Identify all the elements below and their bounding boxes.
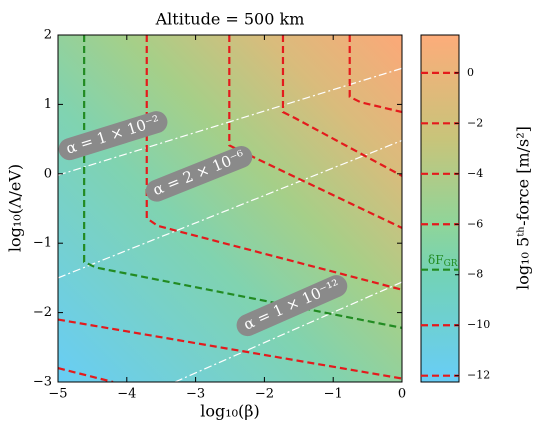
y-tick-label: −2 xyxy=(33,305,52,320)
x-tick-label: −5 xyxy=(48,387,67,402)
colorbar-tick-label: −6 xyxy=(467,217,483,230)
x-tick-label: 0 xyxy=(398,387,406,402)
x-tick-label: −2 xyxy=(255,387,274,402)
heatmap xyxy=(58,35,402,382)
gr-label-sub: GR xyxy=(444,259,458,269)
alpha-label-bg xyxy=(236,275,348,337)
alpha-line xyxy=(174,281,402,382)
contour-line xyxy=(58,318,402,380)
frame xyxy=(57,34,403,383)
colorbar-tick-label: −10 xyxy=(467,318,490,331)
colorbar-tick-label: −4 xyxy=(467,167,483,180)
x-tick-label: −3 xyxy=(186,387,205,402)
alpha-line xyxy=(58,67,402,176)
colorbar xyxy=(420,34,460,383)
y-tick-label: 1 xyxy=(44,97,52,112)
colorbar-tick-label: 0 xyxy=(467,66,474,79)
alpha-label-bg xyxy=(58,111,168,161)
y-tick-label: −3 xyxy=(33,375,52,390)
gr-label-main: δF xyxy=(428,253,444,267)
gr-label: δFGR xyxy=(428,253,458,269)
x-axis-label: log₁₀(β) xyxy=(200,402,260,421)
y-tick-label: 2 xyxy=(44,28,52,43)
y-axis-label: log₁₀(Λ/eV) xyxy=(6,164,25,252)
x-tick-label: −1 xyxy=(324,387,343,402)
y-tick-label: −1 xyxy=(33,236,52,251)
chart-title: Altitude = 500 km xyxy=(155,10,305,29)
colorbar-tick-label: −8 xyxy=(467,268,483,281)
colorbar-label: log₁₀ 5ᵗʰ-force [m/s²] xyxy=(514,126,533,290)
alpha-line xyxy=(58,139,402,279)
x-tick-label: −4 xyxy=(117,387,136,402)
contour-line xyxy=(348,35,402,114)
contour-line xyxy=(58,367,114,382)
alpha-label-bg xyxy=(145,145,253,202)
colorbar-tick-label: −12 xyxy=(467,369,490,382)
y-tick-label: 0 xyxy=(44,166,52,181)
colorbar-tick-label: −2 xyxy=(467,116,483,129)
contour-line xyxy=(281,35,402,177)
